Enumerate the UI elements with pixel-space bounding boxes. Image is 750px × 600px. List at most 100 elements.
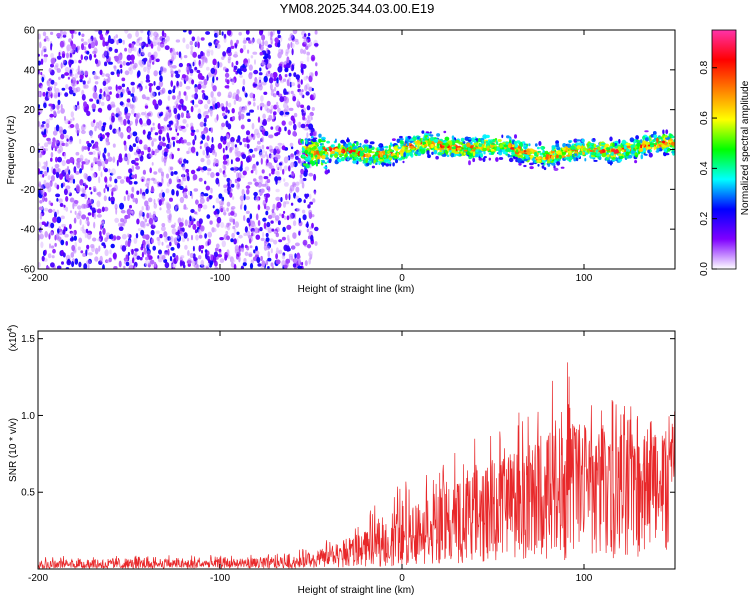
spectrogram-cell: [221, 56, 225, 60]
spectrogram-cell: [216, 31, 220, 37]
spectrogram-cell: [334, 138, 337, 143]
snr-y-ticks: 1.51.00.5: [21, 334, 675, 499]
spectrogram-cell: [179, 157, 183, 162]
spectrogram-cell: [124, 106, 129, 114]
spectrogram-cell: [103, 50, 108, 57]
spectrogram-cell: [216, 62, 219, 69]
spectrogram-cell: [208, 42, 213, 46]
spectrogram-cell: [139, 42, 144, 47]
spectrogram-cell: [92, 50, 97, 55]
spectrogram-cell: [103, 147, 107, 154]
spectrogram-cell: [641, 151, 645, 155]
spectrogram-cell: [541, 165, 545, 169]
spectrogram-cell: [119, 202, 125, 210]
spectrogram-cell: [167, 124, 171, 128]
spectrogram-cell: [71, 244, 76, 252]
spectrogram-cell: [158, 80, 164, 88]
spectrogram-cell: [191, 79, 195, 85]
spectrogram-cell: [166, 106, 170, 110]
spectrogram-cell: [107, 76, 111, 83]
spectrogram-cell: [40, 58, 44, 65]
spectrogram-cell: [72, 117, 75, 121]
spectrogram-cell: [56, 104, 60, 110]
spectrogram-cell: [297, 255, 301, 259]
spectrogram-cell: [157, 99, 163, 106]
spectrogram-cell: [671, 151, 675, 154]
spectrogram-cell: [75, 151, 80, 156]
spectrogram-cell: [52, 168, 56, 175]
spectrogram-cell: [478, 150, 483, 153]
spectrogram-cell: [301, 140, 304, 145]
spectrogram-cell: [65, 241, 68, 246]
spectrogram-cell: [294, 242, 300, 247]
spectrogram-cell: [182, 264, 186, 269]
spectrogram-cell: [191, 94, 196, 98]
spectrogram-cell: [69, 59, 74, 64]
spectrogram-cell: [427, 140, 432, 145]
spectrogram-cell: [175, 203, 179, 209]
spectrogram-cell: [424, 144, 427, 147]
spectrogram-cell: [61, 87, 66, 91]
spectrogram-cell: [260, 188, 265, 194]
spectrogram-cell: [545, 156, 549, 160]
spectrogram-cell: [126, 158, 130, 165]
spectrogram-cell: [102, 122, 107, 126]
spectrogram-cell: [88, 77, 92, 84]
spectrogram-cell: [256, 79, 259, 85]
spectrogram-cell: [229, 192, 233, 198]
spectrogram-cell: [152, 122, 155, 126]
spectrogram-cell: [392, 162, 395, 167]
spectrogram-cell: [398, 138, 404, 141]
spectrogram-cell: [205, 57, 208, 64]
spectrogram-cell: [58, 52, 61, 56]
spectrogram-cell: [613, 149, 618, 154]
spectrogram-cell: [43, 148, 49, 152]
spectrogram-cell: [599, 149, 603, 154]
spectrogram-cell: [170, 224, 176, 229]
spectrogram-cell: [337, 143, 341, 148]
spectrogram-cell: [168, 178, 172, 185]
spectrogram-cell: [137, 70, 141, 77]
spectrogram-cell: [180, 55, 183, 60]
spectrogram-cell: [75, 86, 81, 92]
spectrogram-cell: [283, 264, 288, 269]
spectrogram-cell: [38, 111, 41, 115]
spectrogram-cell: [96, 208, 102, 214]
spectrogram-cell: [536, 159, 542, 163]
spectrogram-cell: [108, 257, 112, 263]
spectrogram-cell: [630, 150, 636, 154]
spectrogram-cell: [665, 129, 669, 134]
spectrogram-cell: [62, 59, 66, 64]
spectrogram-cell: [120, 218, 124, 223]
spectrogram-cell: [328, 158, 332, 164]
spectrogram-cell: [74, 241, 77, 248]
spectrogram-cell: [57, 236, 62, 242]
spectrogram-cell: [126, 208, 132, 216]
spectrogram-cell: [98, 245, 101, 252]
spectrogram-cell: [79, 79, 83, 83]
spectrogram-cell: [158, 182, 163, 187]
spectrogram-cell: [89, 98, 94, 102]
spectrogram-cell: [223, 136, 227, 141]
spectrogram-cell: [246, 217, 251, 223]
spectrogram-cell: [105, 73, 110, 77]
spectrogram-cell: [238, 114, 241, 121]
spectrogram-cell: [72, 92, 76, 97]
spectrogram-cell: [250, 55, 254, 59]
spectrogram-cell: [429, 134, 434, 137]
spectrogram-cell: [143, 244, 146, 249]
spectrogram-cell: [227, 123, 232, 130]
spectrogram-cell: [359, 151, 364, 157]
spectrogram-cell: [168, 141, 172, 149]
spectrogram-cells: [38, 30, 675, 269]
spectrogram-cell: [256, 161, 259, 166]
spectrogram-cell: [284, 201, 290, 205]
spectrogram-cell: [322, 146, 326, 150]
spectrogram-cell: [395, 159, 398, 164]
spectrogram-cell: [142, 169, 146, 175]
spectrogram-cell: [249, 109, 255, 113]
spectrogram-cell: [271, 211, 276, 218]
spectrogram-cell: [472, 147, 476, 150]
spectrogram-cell: [305, 139, 308, 145]
spectrogram-cell: [119, 64, 123, 69]
